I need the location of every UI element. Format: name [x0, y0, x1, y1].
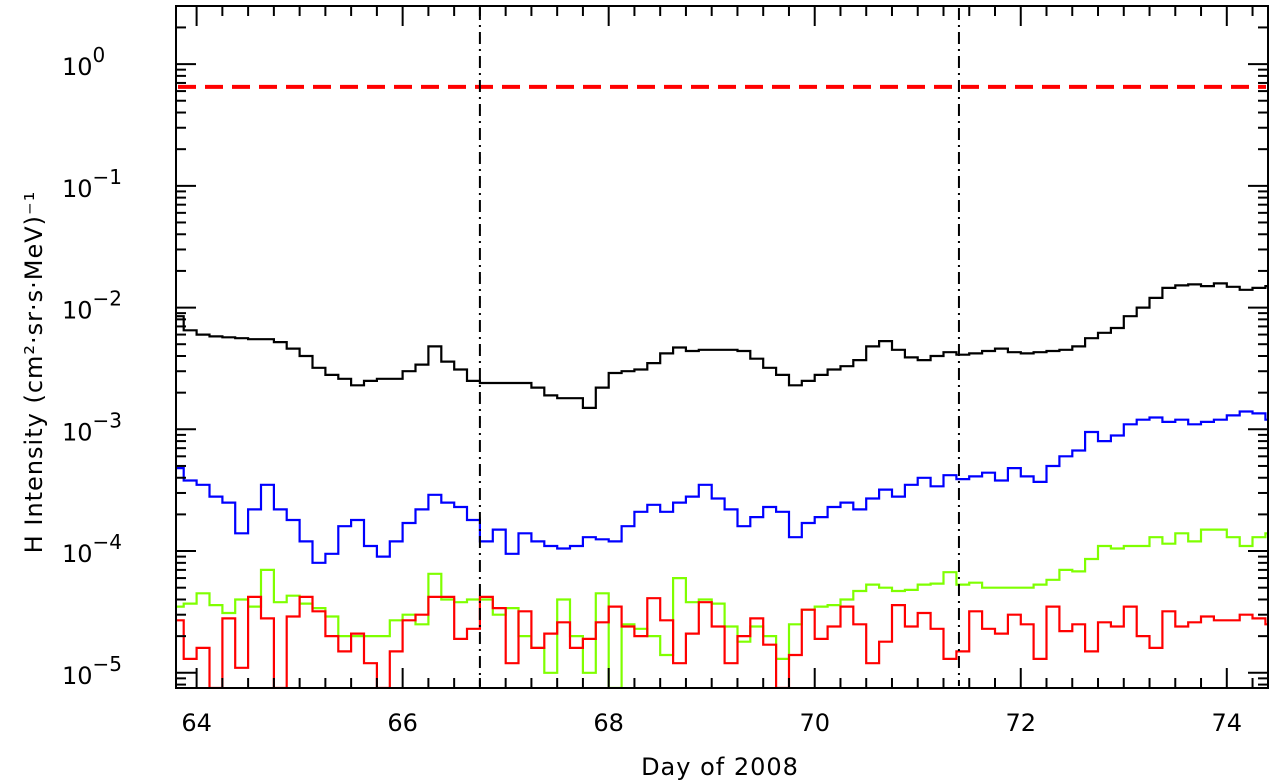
- y-tick-labels: 10−5 10−4 10−3 10−2 10−1 100: [62, 43, 122, 690]
- x-tick-labels: 64 66 68 70 72 74: [181, 709, 1242, 737]
- y-tick-label: 10−1: [62, 165, 122, 203]
- x-tick-label: 72: [1005, 709, 1036, 737]
- reference-lines: [178, 8, 1266, 686]
- series-line-4: [176, 595, 1268, 688]
- x-tick-label: 68: [593, 709, 624, 737]
- y-axis-label: H Intensity (cm²·sr·s·MeV)⁻¹: [20, 191, 48, 554]
- plot-frame: [175, 5, 1269, 689]
- ticks: [176, 5, 1268, 688]
- x-tick-label: 64: [181, 709, 212, 737]
- x-axis-label: Day of 2008: [641, 753, 799, 781]
- series-line-3: [176, 528, 1268, 688]
- x-tick-label: 70: [799, 709, 830, 737]
- y-tick-label: 10−5: [62, 652, 122, 690]
- series-line-1: [176, 282, 1268, 409]
- y-tick-label: 10−3: [62, 408, 122, 446]
- y-tick-label: 10−2: [62, 287, 122, 325]
- y-tick-label: 10−4: [62, 530, 122, 568]
- x-tick-label: 74: [1212, 709, 1243, 737]
- x-tick-label: 66: [387, 709, 418, 737]
- series-layer: [176, 282, 1268, 688]
- y-tick-label: 100: [62, 43, 105, 81]
- series-line-2: [176, 410, 1268, 564]
